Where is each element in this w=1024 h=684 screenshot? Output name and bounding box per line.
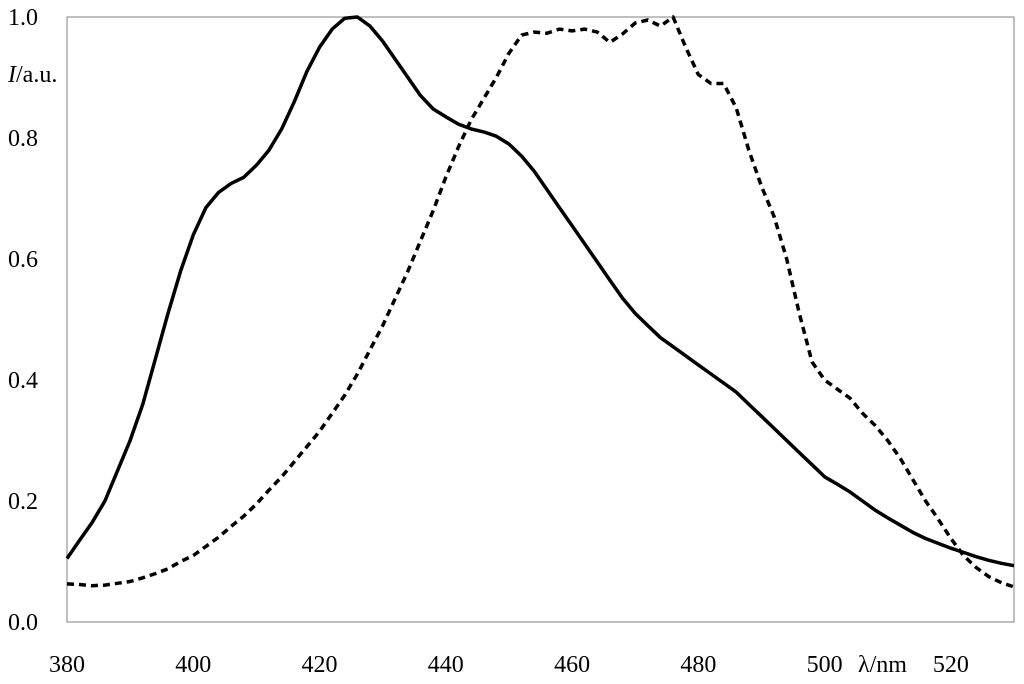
x-tick-label: 480 — [680, 652, 716, 678]
x-tick-label: 400 — [175, 652, 211, 678]
series-group — [65, 15, 1015, 589]
solid-series-line — [65, 15, 1015, 568]
y-axis-title: I/a.u. — [7, 62, 57, 88]
x-tick-label: 380 — [49, 652, 85, 678]
y-tick-label: 0.8 — [8, 126, 38, 152]
y-tick-label: 1.0 — [8, 5, 38, 31]
plot-frame — [66, 16, 1015, 623]
y-tick-label: 0.0 — [8, 610, 38, 636]
x-axis-title: λ/nm — [858, 652, 907, 678]
y-tick-label: 0.4 — [8, 368, 38, 394]
x-tick-label: 460 — [554, 652, 590, 678]
x-axis-labels: 380 400 420 440 460 480 500 520 — [49, 652, 969, 678]
x-tick-label: 500 — [807, 652, 843, 678]
y-axis-title-unit: /a.u. — [16, 62, 57, 88]
y-axis-title-symbol: I — [7, 62, 17, 88]
y-tick-label: 0.2 — [8, 489, 38, 515]
x-tick-label: 520 — [933, 652, 969, 678]
dashed-series-line — [66, 15, 1015, 589]
x-tick-label: 420 — [302, 652, 338, 678]
y-axis-labels: 0.0 0.2 0.4 0.6 0.8 1.0 — [8, 5, 38, 636]
x-tick-label: 440 — [428, 652, 464, 678]
y-tick-label: 0.6 — [8, 247, 38, 273]
